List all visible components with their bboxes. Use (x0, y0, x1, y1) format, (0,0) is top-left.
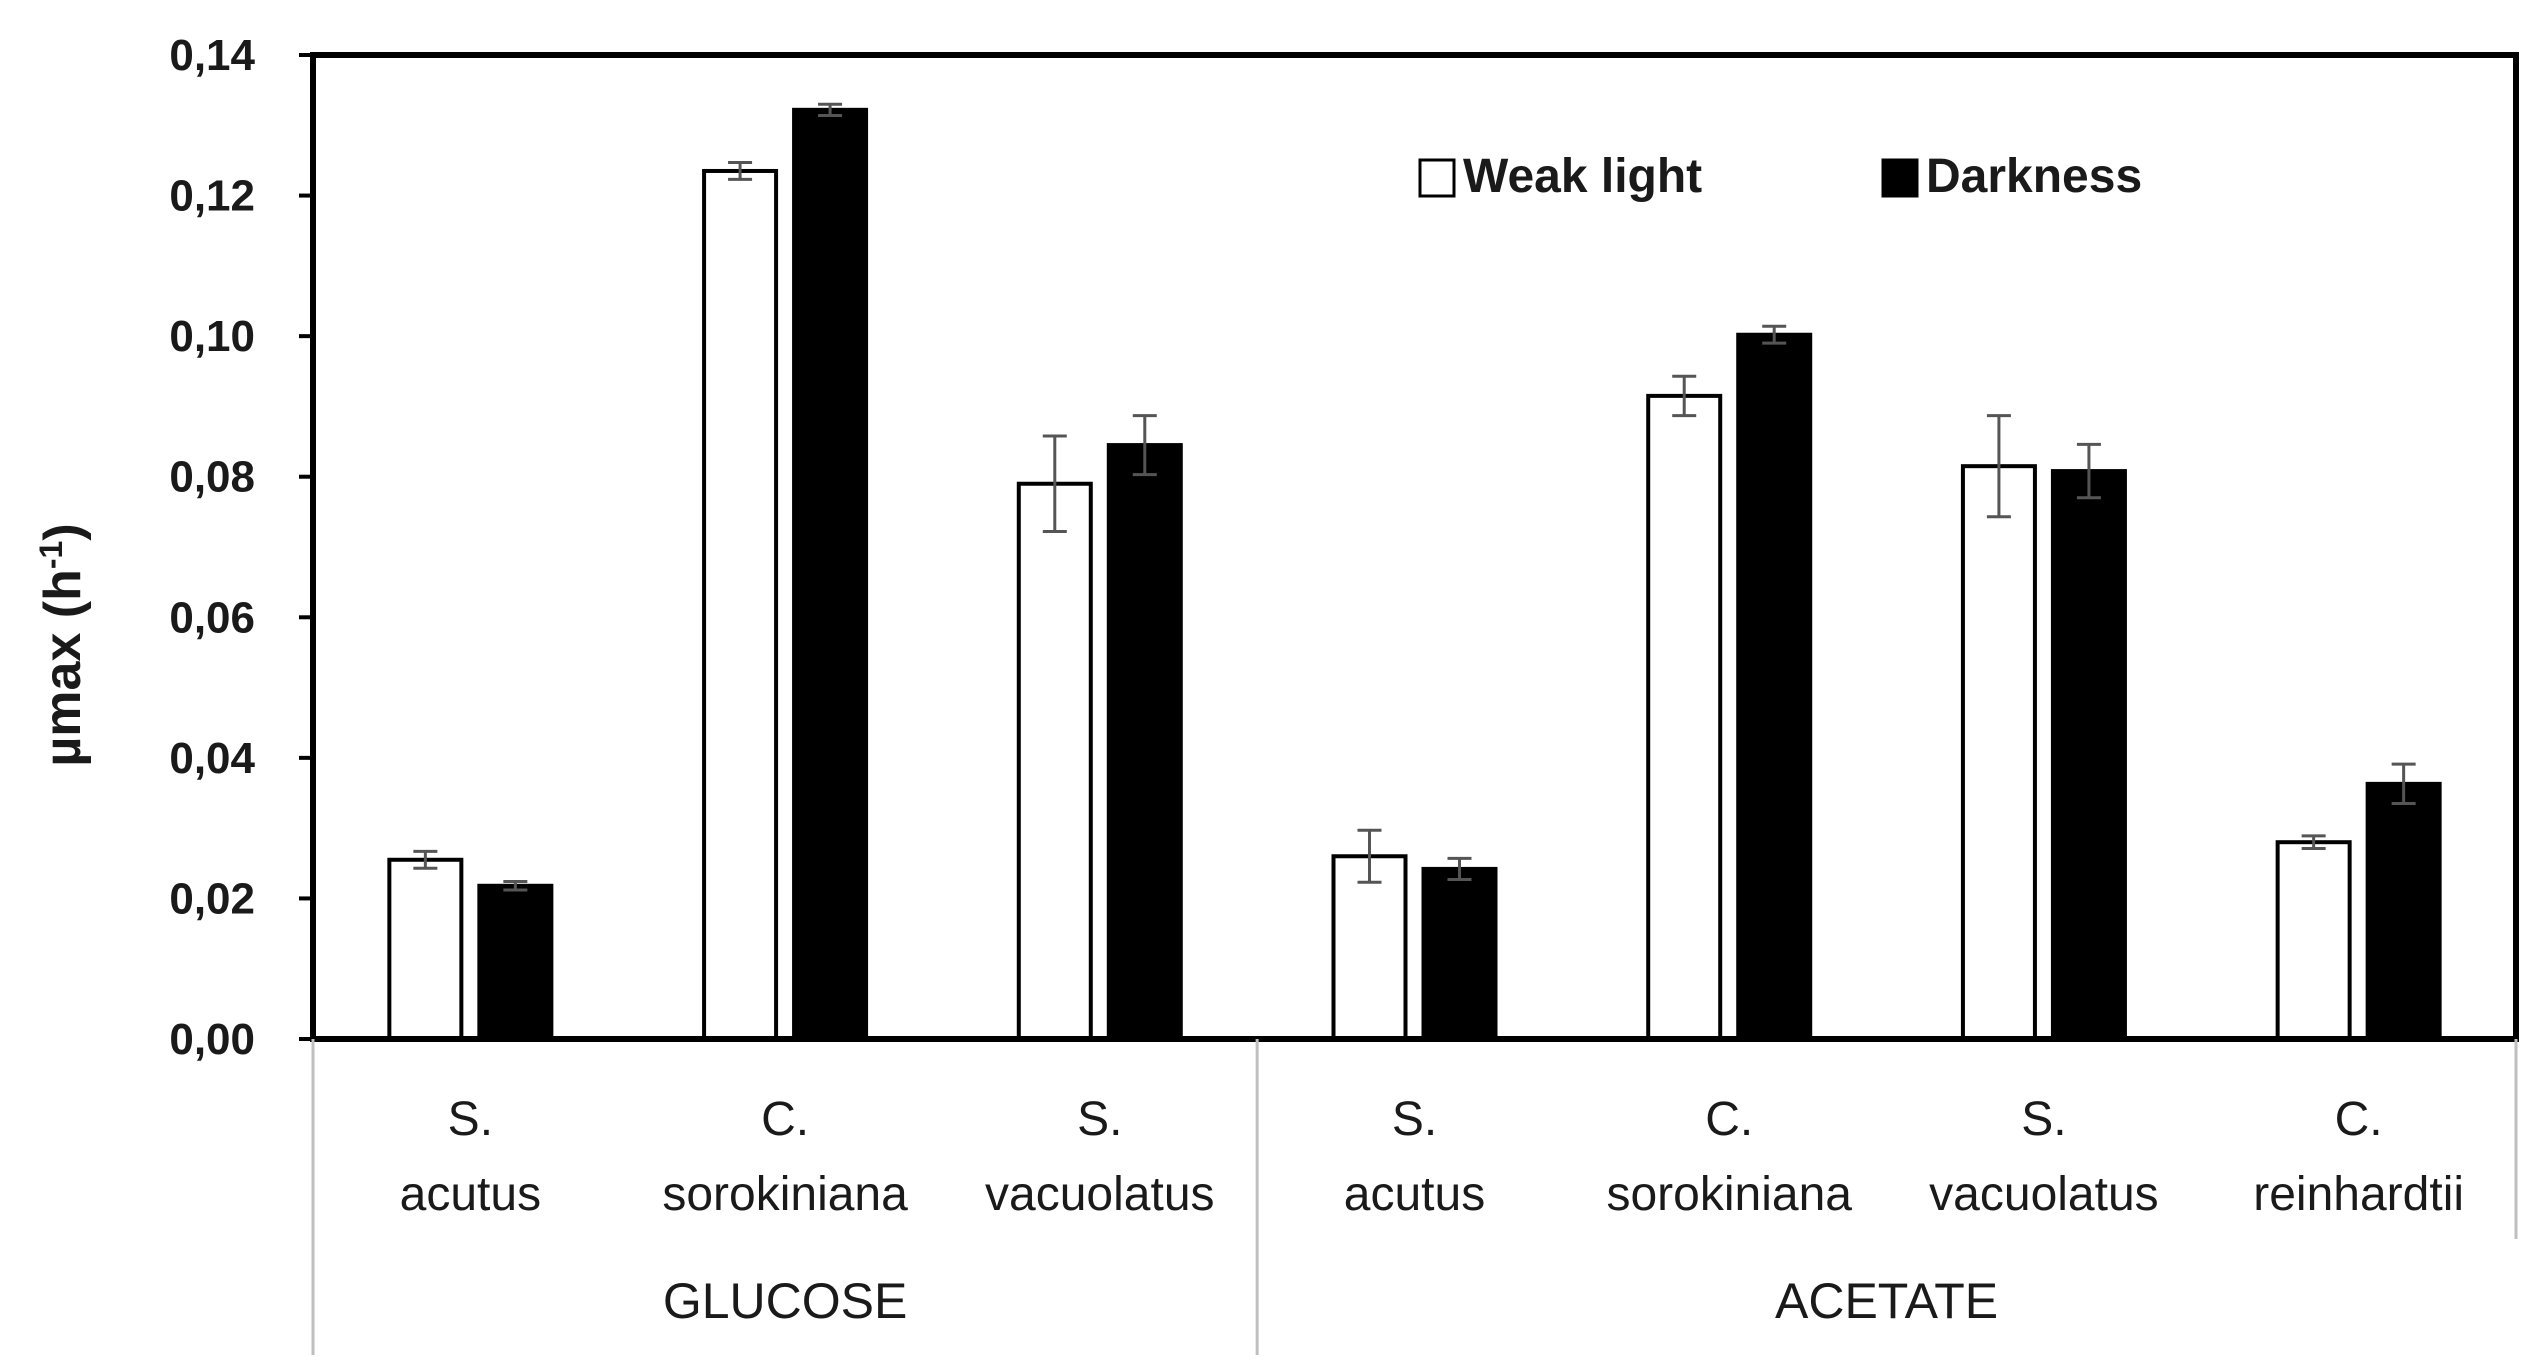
y-tick-label: 0,12 (169, 172, 255, 221)
error-bar (2391, 762, 2416, 806)
bar-weak-light (702, 168, 779, 1041)
error-bars (413, 102, 2416, 892)
error-bar (1042, 434, 1067, 534)
y-tick-label: 0,06 (169, 593, 255, 642)
bar-darkness (2365, 781, 2442, 1041)
error-bar (1986, 414, 2011, 519)
category-label-line2: sorokiniana (662, 1168, 908, 1221)
bar-weak-light (387, 857, 464, 1041)
category-label-line1: S. (448, 1093, 493, 1146)
plot-frame (310, 52, 2519, 1042)
y-axis: 0,00 0,02 0,04 0,06 0,08 0,10 0,12 0,14 (169, 31, 313, 1064)
bar-weak-light (2275, 840, 2352, 1042)
error-bar (2076, 442, 2101, 500)
legend: Weak light Darkness (1418, 150, 2142, 203)
error-bar (1132, 414, 1157, 477)
legend-swatch-darkness (1881, 158, 1919, 198)
bar-darkness (2050, 469, 2127, 1041)
bar-weak-light (1960, 464, 2037, 1041)
bars (387, 107, 2442, 1042)
legend-swatch-weak-light (1418, 158, 1456, 198)
bar-darkness (477, 883, 554, 1042)
error-bar (413, 849, 438, 870)
legend-label-weak-light: Weak light (1463, 150, 1702, 203)
y-axis-title: µmax (h-1) (33, 523, 92, 766)
y-tick-label: 0,08 (169, 453, 255, 502)
category-label-line2: vacuolatus (985, 1168, 1214, 1221)
y-tick-label: 0,02 (169, 874, 255, 923)
bar-darkness (1421, 866, 1498, 1041)
category-label-line1: S. (2021, 1093, 2066, 1146)
group-label: ACETATE (1775, 1273, 1998, 1329)
error-bar (503, 880, 528, 892)
error-bar (1762, 324, 1787, 345)
category-label-line2: reinhardtii (2253, 1168, 2464, 1221)
category-label-line1: S. (1077, 1093, 1122, 1146)
category-label-line1: C. (1705, 1093, 1753, 1146)
bar-darkness (1736, 332, 1813, 1042)
bar-weak-light (1016, 481, 1093, 1041)
y-tick-label: 0,10 (169, 312, 255, 361)
category-label-line2: sorokiniana (1606, 1168, 1852, 1221)
x-axis: S. acutus C. sorokiniana S. vacuolatus S. acutu… (311, 1039, 2518, 1355)
legend-label-darkness: Darkness (1926, 150, 2142, 203)
error-bar (728, 161, 753, 181)
y-tick-label: 0,04 (169, 734, 255, 783)
error-bar (2301, 834, 2326, 851)
error-bar (818, 102, 843, 117)
y-tick-label: 0,14 (169, 31, 255, 80)
category-label-line1: C. (761, 1093, 809, 1146)
y-tick-label: 0,00 (169, 1015, 255, 1064)
error-bar (1357, 828, 1382, 884)
group-label: GLUCOSE (663, 1273, 908, 1329)
error-bar (1447, 856, 1472, 881)
error-bar (1672, 374, 1697, 418)
bar-darkness (792, 107, 869, 1041)
category-label-line2: acutus (400, 1168, 541, 1221)
category-label-line1: S. (1392, 1093, 1437, 1146)
category-label-line2: vacuolatus (1929, 1168, 2158, 1221)
category-label-line1: C. (2335, 1093, 2383, 1146)
bar-weak-light (1646, 393, 1723, 1041)
bar-darkness (1106, 443, 1183, 1042)
category-label-line2: acutus (1344, 1168, 1485, 1221)
